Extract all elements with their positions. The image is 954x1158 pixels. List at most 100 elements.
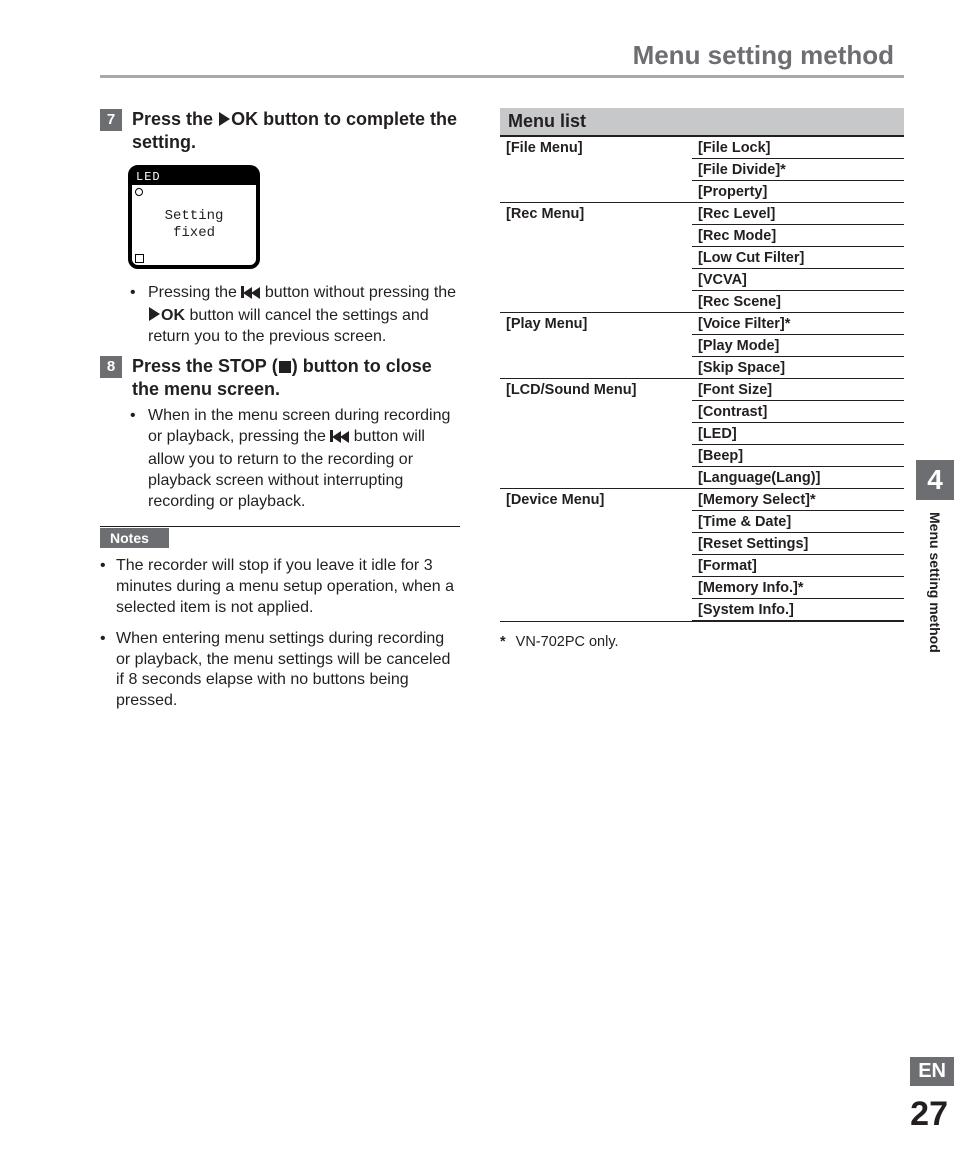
- menu-category-cell: [500, 577, 692, 599]
- lcd-body: Setting fixed: [132, 185, 256, 265]
- step-8: 8 Press the STOP () button to close the …: [100, 355, 460, 400]
- ok-label: OK: [161, 307, 185, 324]
- table-row: [Beep]: [500, 445, 904, 467]
- language-badge: EN: [910, 1057, 954, 1086]
- table-row: [Time & Date]: [500, 511, 904, 533]
- table-row: [Play Menu][Voice Filter]*: [500, 313, 904, 335]
- step-7-bullet-1: Pressing the button without pressing the…: [148, 283, 460, 347]
- menu-item-cell: [LED]: [692, 423, 904, 445]
- menu-item-cell: [Reset Settings]: [692, 533, 904, 555]
- menu-category-cell: [500, 511, 692, 533]
- menu-item-cell: [Memory Info.]*: [692, 577, 904, 599]
- menu-item-cell: [Font Size]: [692, 379, 904, 401]
- menu-item-cell: [Voice Filter]*: [692, 313, 904, 335]
- menu-category-cell: [File Menu]: [500, 137, 692, 159]
- stop-paren: (: [272, 356, 278, 376]
- chapter-side-tab: 4 Menu setting method: [916, 460, 954, 653]
- table-row: [Low Cut Filter]: [500, 247, 904, 269]
- menu-item-cell: [Rec Scene]: [692, 291, 904, 313]
- menu-category-cell: [500, 555, 692, 577]
- menu-item-cell: [Memory Select]*: [692, 489, 904, 511]
- b7a-post: button will cancel the settings and retu…: [148, 307, 429, 345]
- menu-item-cell: [Rec Mode]: [692, 225, 904, 247]
- menu-category-cell: [500, 225, 692, 247]
- lcd-illustration: LED Setting fixed: [128, 165, 260, 269]
- footnote-text: VN-702PC only.: [516, 634, 619, 650]
- manual-page: Menu setting method 7 Press the OK butto…: [0, 0, 954, 1158]
- menu-item-cell: [Language(Lang)]: [692, 467, 904, 489]
- table-row: [Rec Mode]: [500, 225, 904, 247]
- menu-category-cell: [500, 599, 692, 622]
- menu-category-cell: [500, 159, 692, 181]
- table-row: [System Info.]: [500, 599, 904, 622]
- lcd-line2: fixed: [173, 225, 215, 243]
- menu-category-cell: [500, 467, 692, 489]
- menu-category-cell: [Device Menu]: [500, 489, 692, 511]
- menu-item-cell: [Beep]: [692, 445, 904, 467]
- menu-item-cell: [Rec Level]: [692, 203, 904, 225]
- ok-label: OK: [231, 109, 258, 129]
- menu-category-cell: [500, 357, 692, 379]
- table-row: [Language(Lang)]: [500, 467, 904, 489]
- menu-item-cell: [Contrast]: [692, 401, 904, 423]
- table-row: [LCD/Sound Menu][Font Size]: [500, 379, 904, 401]
- menu-list-heading: Menu list: [500, 108, 904, 137]
- play-icon: [149, 307, 160, 321]
- stop-icon: [279, 361, 291, 373]
- step-8-pre: Press the: [132, 356, 218, 376]
- step-7-title: Press the OK button to complete the sett…: [132, 108, 460, 153]
- notes-list: The recorder will stop if you leave it i…: [100, 556, 460, 712]
- menu-item-cell: [Skip Space]: [692, 357, 904, 379]
- stop-label: STOP: [218, 356, 267, 376]
- chapter-label: Menu setting method: [927, 512, 943, 653]
- page-header-title: Menu setting method: [100, 40, 904, 71]
- menu-category-cell: [500, 423, 692, 445]
- menu-item-cell: [Play Mode]: [692, 335, 904, 357]
- menu-category-cell: [500, 445, 692, 467]
- lcd-line1: Setting: [165, 208, 224, 226]
- table-row: [Reset Settings]: [500, 533, 904, 555]
- table-row: [Contrast]: [500, 401, 904, 423]
- menu-item-cell: [File Lock]: [692, 137, 904, 159]
- table-row: [Format]: [500, 555, 904, 577]
- right-column: Menu list [File Menu][File Lock][File Di…: [500, 108, 904, 722]
- table-row: [Rec Scene]: [500, 291, 904, 313]
- menu-item-cell: [Time & Date]: [692, 511, 904, 533]
- page-number: 27: [910, 1095, 948, 1134]
- menu-category-cell: [500, 335, 692, 357]
- menu-category-cell: [500, 401, 692, 423]
- menu-item-cell: [System Info.]: [692, 599, 904, 622]
- menu-category-cell: [Rec Menu]: [500, 203, 692, 225]
- chapter-number: 4: [916, 460, 954, 500]
- menu-item-cell: [File Divide]*: [692, 159, 904, 181]
- step-number: 8: [100, 356, 122, 378]
- lcd-title: LED: [132, 169, 256, 185]
- menu-category-cell: [500, 533, 692, 555]
- step-8-title: Press the STOP () button to close the me…: [132, 355, 460, 400]
- note-2: When entering menu settings during recor…: [116, 629, 460, 712]
- step-7: 7 Press the OK button to complete the se…: [100, 108, 460, 153]
- lcd-speaker-icon: [135, 254, 144, 263]
- rewind-icon: [241, 285, 260, 306]
- two-column-layout: 7 Press the OK button to complete the se…: [100, 108, 904, 722]
- table-row: [Play Mode]: [500, 335, 904, 357]
- menu-item-cell: [VCVA]: [692, 269, 904, 291]
- menu-category-cell: [Play Menu]: [500, 313, 692, 335]
- play-icon: [219, 112, 230, 126]
- menu-category-cell: [500, 291, 692, 313]
- b7a-mid: button without pressing the: [260, 284, 456, 301]
- header-rule: [100, 75, 904, 78]
- menu-category-cell: [500, 247, 692, 269]
- table-row: [Rec Menu][Rec Level]: [500, 203, 904, 225]
- menu-item-cell: [Low Cut Filter]: [692, 247, 904, 269]
- menu-item-cell: [Property]: [692, 181, 904, 203]
- step-7-pre: Press the: [132, 109, 213, 129]
- step-number: 7: [100, 109, 122, 131]
- step-8-bullets: When in the menu screen during recording…: [100, 406, 460, 512]
- table-row: [Device Menu][Memory Select]*: [500, 489, 904, 511]
- menu-list-footnote: *VN-702PC only.: [500, 634, 904, 650]
- step-7-bullets: Pressing the button without pressing the…: [100, 283, 460, 347]
- table-row: [VCVA]: [500, 269, 904, 291]
- menu-list-table: [File Menu][File Lock][File Divide]*[Pro…: [500, 137, 904, 622]
- note-1: The recorder will stop if you leave it i…: [116, 556, 460, 618]
